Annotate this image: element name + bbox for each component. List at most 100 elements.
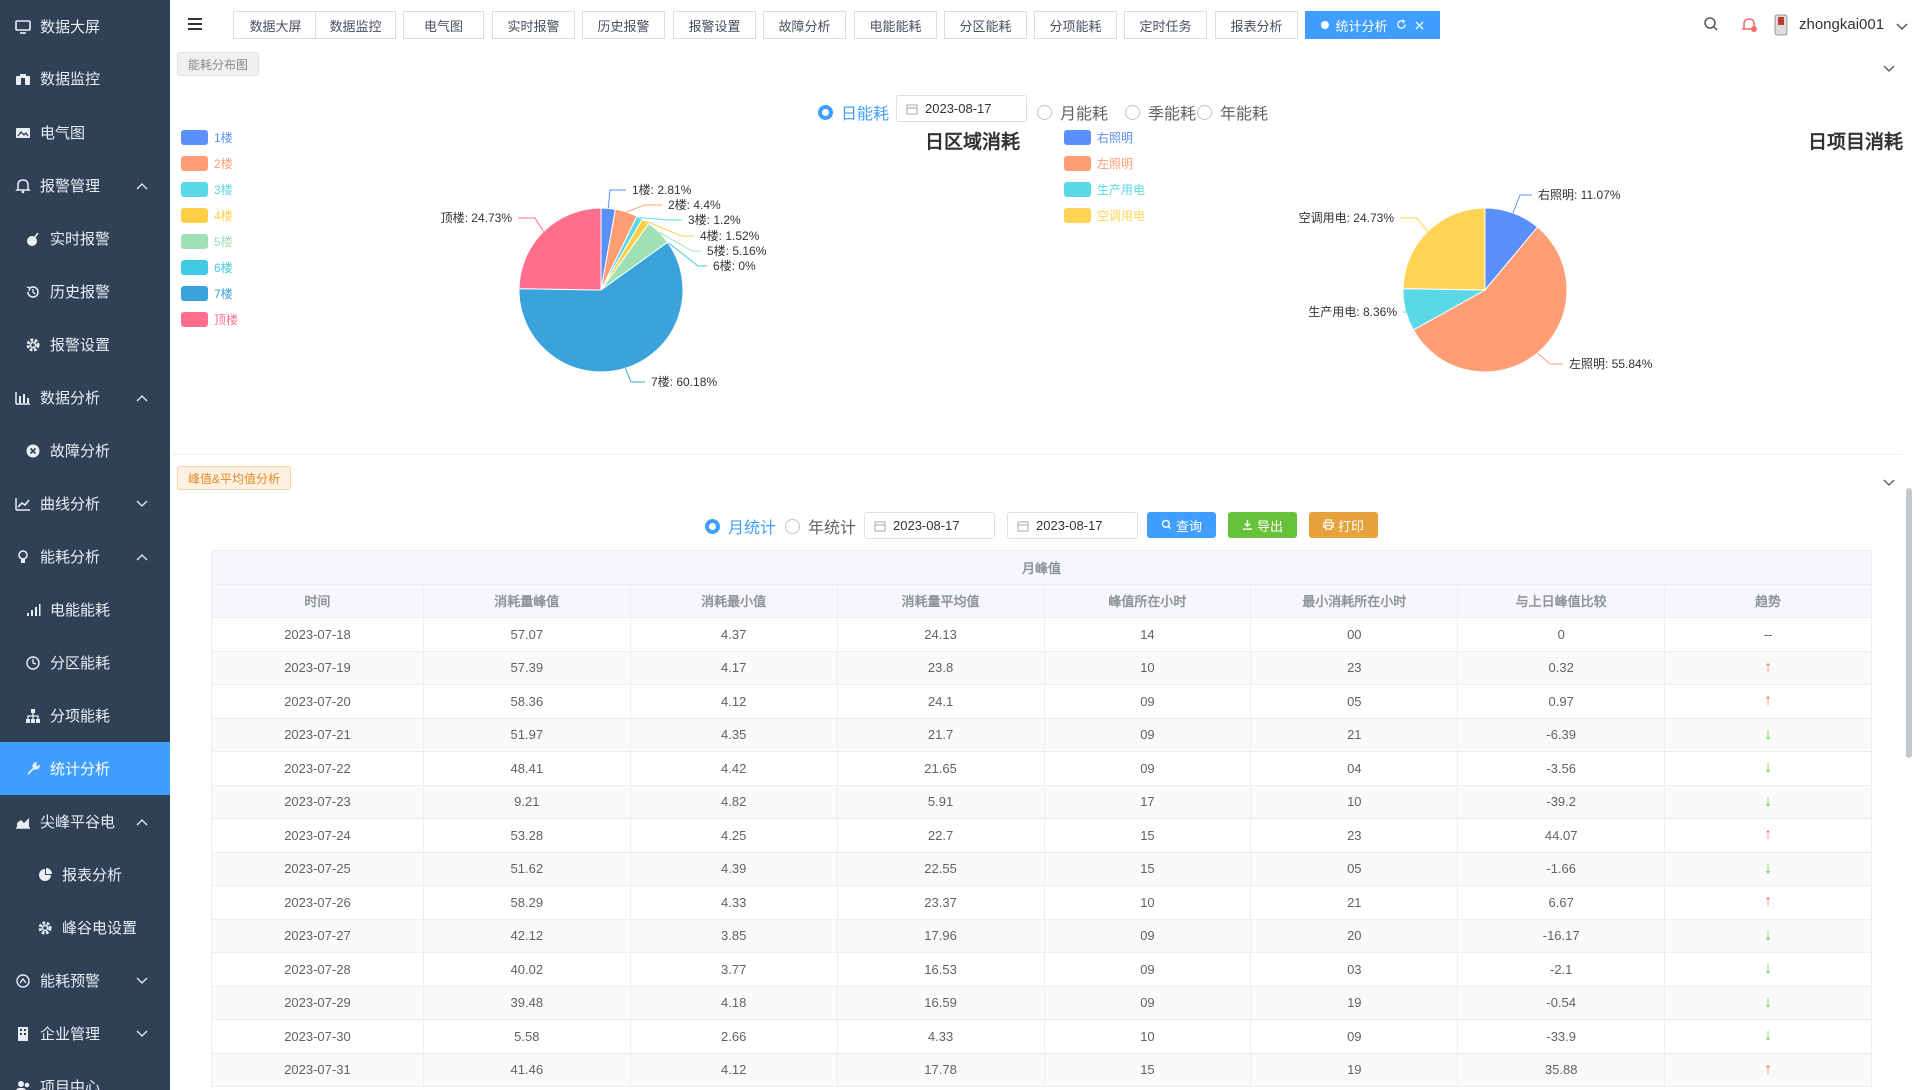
legend-entry[interactable]: 5楼 <box>181 228 238 254</box>
section1-radio-2[interactable]: 季能耗 <box>1125 100 1196 124</box>
table-row[interactable]: 2023-07-31 41.46 4.12 17.78 15 19 35.88 ↑ <box>212 1053 1872 1087</box>
legend-entry[interactable]: 空调用电 <box>1064 202 1145 228</box>
table-cell: 4.25 <box>721 827 747 843</box>
date-picker-day[interactable]: 2023-08-17 <box>896 95 1027 122</box>
pie-label-line <box>639 217 682 221</box>
column-header[interactable]: 消耗量峰值 <box>423 584 631 618</box>
tab-12[interactable]: 统计分析 <box>1305 11 1440 39</box>
tab-4[interactable]: 历史报警 <box>582 11 665 39</box>
section1-radio-3[interactable]: 年能耗 <box>1197 100 1268 124</box>
column-header[interactable]: 消耗最小值 <box>630 584 838 618</box>
table-row[interactable]: 2023-07-28 40.02 3.77 16.53 09 03 -2.1 ↓ <box>212 953 1872 987</box>
column-header[interactable]: 时间 <box>212 584 424 618</box>
avatar[interactable] <box>1773 14 1789 41</box>
tab-0[interactable]: 数据大屏 <box>233 11 318 39</box>
sidebar-item-6[interactable]: 报警设置 <box>0 318 170 371</box>
table-row[interactable]: 2023-07-29 39.48 4.18 16.59 09 19 -0.54 ↓ <box>212 986 1872 1020</box>
table-cell: 23 <box>1347 827 1362 843</box>
pie-slice[interactable] <box>1402 207 1486 291</box>
table-row[interactable]: 2023-07-27 42.12 3.85 17.96 09 20 -16.17 ↓ <box>212 919 1872 953</box>
table-row[interactable]: 2023-07-20 58.36 4.12 24.1 09 05 0.97 ↑ <box>212 685 1872 719</box>
section1-radio-0[interactable]: 日能耗 <box>818 100 889 124</box>
sidebar-item-4[interactable]: 实时报警 <box>0 212 170 265</box>
column-header[interactable]: 与上日峰值比较 <box>1458 584 1666 618</box>
sidebar-item-7[interactable]: 数据分析 <box>0 371 170 424</box>
legend-entry[interactable]: 生产用电 <box>1064 176 1145 202</box>
section2-radio-0[interactable]: 月统计 <box>705 514 776 538</box>
sidebar-item-19[interactable]: 企业管理 <box>0 1007 170 1060</box>
sidebar-item-20[interactable]: 项目中心 <box>0 1060 170 1090</box>
sidebar-item-14[interactable]: 统计分析 <box>0 742 170 795</box>
column-header[interactable]: 消耗量平均值 <box>837 584 1045 618</box>
table-cell: 23.8 <box>927 660 954 676</box>
table-row[interactable]: 2023-07-25 51.62 4.39 22.55 15 05 -1.66 ↓ <box>212 852 1872 886</box>
column-header[interactable]: 最小消耗所在小时 <box>1251 584 1459 618</box>
table-row[interactable]: 2023-07-26 58.29 4.33 23.37 10 21 6.67 ↑ <box>212 886 1872 920</box>
sidebar-item-3[interactable]: 报警管理 <box>0 159 170 212</box>
tab-9[interactable]: 分项能耗 <box>1034 11 1117 39</box>
collapse-chevron-icon[interactable] <box>1883 474 1895 492</box>
tab-7[interactable]: 电能能耗 <box>854 11 937 39</box>
table-row[interactable]: 2023-07-23 9.21 4.82 5.91 17 10 -39.2 ↓ <box>212 785 1872 819</box>
sidebar-item-16[interactable]: 报表分析 <box>0 848 170 901</box>
search-icon[interactable] <box>1703 16 1719 37</box>
sidebar-item-1[interactable]: 数据监控 <box>0 52 170 105</box>
sidebar-item-0[interactable]: 数据大屏 <box>0 0 170 53</box>
legend-entry[interactable]: 3楼 <box>181 176 238 202</box>
sidebar-item-10[interactable]: 能耗分析 <box>0 530 170 583</box>
date-picker-start[interactable]: 2023-08-17 <box>864 512 995 539</box>
table-row[interactable]: 2023-07-30 5.58 2.66 4.33 10 09 -33.9 ↓ <box>212 1020 1872 1054</box>
export-button[interactable]: 导出 <box>1228 512 1297 538</box>
tab-11[interactable]: 报表分析 <box>1215 11 1298 39</box>
legend-entry[interactable]: 4楼 <box>181 202 238 228</box>
legend-entry[interactable]: 左照明 <box>1064 150 1145 176</box>
table-cell: 23 <box>1347 660 1362 676</box>
table-row[interactable]: 2023-07-24 53.28 4.25 22.7 15 23 44.07 ↑ <box>212 819 1872 853</box>
bell-icon[interactable] <box>1740 16 1758 39</box>
legend-entry[interactable]: 顶楼 <box>181 306 238 332</box>
table-row[interactable]: 2023-07-18 57.07 4.37 24.13 14 00 0 -- <box>212 618 1872 652</box>
column-header[interactable]: 趋势 <box>1665 584 1872 618</box>
section1-radio-1[interactable]: 月能耗 <box>1037 100 1108 124</box>
table-row[interactable]: 2023-07-21 51.97 4.35 21.7 09 21 -6.39 ↓ <box>212 718 1872 752</box>
tab-5[interactable]: 报警设置 <box>673 11 756 39</box>
table-row[interactable]: 2023-07-22 48.41 4.42 21.65 09 04 -3.56 ↓ <box>212 752 1872 786</box>
table-row[interactable]: 2023-07-19 57.39 4.17 23.8 10 23 0.32 ↑ <box>212 651 1872 685</box>
legend-entry[interactable]: 6楼 <box>181 254 238 280</box>
sidebar-item-13[interactable]: 分项能耗 <box>0 689 170 742</box>
refresh-icon[interactable] <box>1396 18 1407 33</box>
legend-entry[interactable]: 1楼 <box>181 124 238 150</box>
sidebar-item-5[interactable]: 历史报警 <box>0 265 170 318</box>
tab-2[interactable]: 电气图 <box>403 11 484 39</box>
sidebar-item-8[interactable]: 故障分析 <box>0 424 170 477</box>
pie-slice[interactable] <box>1412 226 1568 373</box>
section2-radio-1[interactable]: 年统计 <box>785 514 856 538</box>
sidebar-item-18[interactable]: 能耗预警 <box>0 954 170 1007</box>
date-picker-end[interactable]: 2023-08-17 <box>1007 512 1138 539</box>
sidebar-item-15[interactable]: 尖峰平谷电 <box>0 795 170 848</box>
legend-entry[interactable]: 7楼 <box>181 280 238 306</box>
sidebar-item-11[interactable]: 电能能耗 <box>0 583 170 636</box>
sidebar-item-12[interactable]: 分区能耗 <box>0 636 170 689</box>
pie-slice[interactable] <box>518 207 602 291</box>
print-button[interactable]: 打印 <box>1309 512 1378 538</box>
column-header[interactable]: 峰值所在小时 <box>1044 584 1252 618</box>
legend-entry[interactable]: 右照明 <box>1064 124 1145 150</box>
tab-10[interactable]: 定时任务 <box>1124 11 1207 39</box>
sidebar-item-17[interactable]: 峰谷电设置 <box>0 901 170 954</box>
sidebar-item-2[interactable]: 电气图 <box>0 106 170 159</box>
close-icon[interactable] <box>1414 18 1424 33</box>
tab-6[interactable]: 故障分析 <box>763 11 846 39</box>
tab-label: 报表分析 <box>1230 18 1283 34</box>
collapse-chevron-icon[interactable] <box>1883 60 1895 78</box>
legend-entry[interactable]: 2楼 <box>181 150 238 176</box>
tab-1[interactable]: 数据监控 <box>315 11 396 39</box>
username[interactable]: zhongkai001 <box>1799 16 1885 33</box>
tab-8[interactable]: 分区能耗 <box>944 11 1027 39</box>
chevron-down-icon[interactable] <box>1896 18 1908 36</box>
tab-3[interactable]: 实时报警 <box>492 11 575 39</box>
sidebar-item-9[interactable]: 曲线分析 <box>0 477 170 530</box>
vertical-scrollbar[interactable] <box>1906 488 1912 758</box>
hamburger-icon[interactable] <box>188 17 202 35</box>
query-button[interactable]: 查询 <box>1147 512 1216 538</box>
